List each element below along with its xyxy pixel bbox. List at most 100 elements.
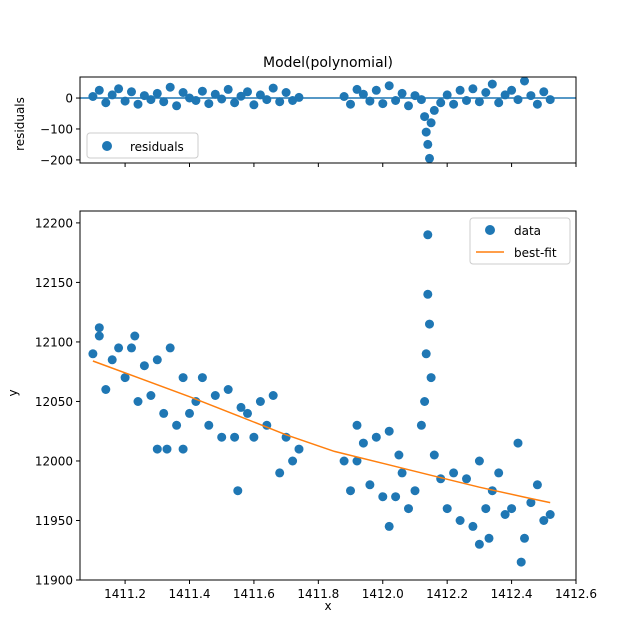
residual-point — [165, 82, 175, 92]
data-point — [423, 289, 433, 299]
residual-point — [487, 79, 497, 89]
data-point — [236, 402, 246, 412]
residual-point — [442, 90, 452, 100]
residual-point — [204, 99, 214, 109]
bottom-x-axis: 1411.2 1411.4 1411.6 1411.8 1412.0 1412.2 1412… — [104, 580, 597, 601]
data-point — [442, 504, 452, 514]
bottom-y-tick-label: 11900 — [35, 574, 73, 588]
residual-point — [249, 100, 259, 110]
bottom-x-tick-label: 1412.2 — [426, 587, 468, 601]
bottom-y-tick-label: 12150 — [35, 276, 73, 290]
data-point — [420, 397, 430, 406]
data-point — [423, 230, 433, 240]
residual-point — [358, 89, 368, 99]
data-point — [455, 516, 465, 525]
data-point — [358, 438, 368, 448]
residual-point — [429, 105, 439, 115]
best-fit-line — [92, 360, 551, 504]
residual-point — [275, 97, 285, 107]
data-point — [352, 456, 362, 466]
data-point — [94, 331, 104, 341]
top-y-axis: 0 −100 −200 — [40, 92, 80, 167]
residual-point — [172, 101, 182, 111]
data-point — [426, 373, 436, 383]
residual-point — [425, 153, 434, 163]
data-point — [243, 408, 252, 418]
data-point — [255, 397, 265, 406]
data-point — [233, 486, 243, 496]
residual-point — [268, 83, 278, 93]
bottom-x-tick-label: 1412.4 — [491, 587, 533, 601]
residual-point — [365, 96, 375, 106]
data-point — [249, 432, 259, 442]
data-point — [294, 444, 304, 454]
data-point — [532, 480, 542, 490]
residual-point — [262, 95, 272, 105]
data-point — [230, 432, 240, 442]
residual-point — [114, 84, 124, 94]
top-chart-title: Model(polynomial) — [263, 55, 393, 71]
residual-point — [230, 98, 240, 108]
bottom-y-axis-label: y — [6, 389, 20, 396]
data-point — [159, 408, 169, 418]
bottom-y-tick-label: 12100 — [35, 335, 73, 349]
residual-point — [423, 139, 433, 149]
data-point — [346, 486, 355, 496]
residual-point — [500, 90, 510, 100]
data-point — [152, 444, 162, 454]
data-point — [484, 533, 494, 543]
data-point — [107, 355, 117, 365]
residual-point — [101, 98, 111, 108]
data-point — [425, 319, 434, 329]
top-legend: residuals — [86, 132, 199, 159]
data-point — [474, 539, 484, 549]
bottom-x-tick-label: 1411.6 — [233, 587, 275, 601]
data-point — [133, 397, 143, 406]
bottom-x-tick-label: 1411.4 — [169, 587, 211, 601]
data-point — [384, 426, 394, 436]
bottom-y-tick-label: 12050 — [35, 395, 73, 409]
data-point — [101, 385, 111, 394]
data-point — [146, 391, 156, 400]
residual-point — [397, 88, 407, 98]
bottom-y-axis: 11900 11950 12000 12050 12100 12150 12200 — [35, 216, 80, 588]
data-point — [191, 397, 201, 406]
residual-point — [481, 88, 491, 97]
top-legend-box — [86, 132, 199, 159]
residual-point — [217, 94, 227, 104]
top-y-tick-label: −200 — [40, 153, 73, 167]
residual-point — [420, 112, 430, 122]
data-point — [516, 557, 526, 567]
residual-point — [133, 99, 143, 109]
data-point — [114, 343, 124, 353]
data-point — [275, 468, 285, 478]
data-point — [468, 521, 478, 531]
residual-point — [127, 87, 136, 97]
residual-point — [339, 92, 349, 101]
residual-point — [223, 84, 233, 94]
residual-point — [436, 98, 446, 108]
residual-point — [507, 85, 517, 95]
bottom-y-tick-label: 11950 — [35, 514, 73, 528]
bottom-legend: data best-fit — [469, 217, 571, 265]
data-point — [421, 349, 431, 359]
data-point — [526, 498, 536, 508]
top-y-tick-label: −100 — [40, 122, 73, 136]
data-point — [378, 492, 388, 502]
data-point — [172, 420, 182, 430]
best-fit-series — [92, 360, 551, 504]
data-point — [197, 373, 207, 383]
data-point — [474, 456, 484, 466]
data-point — [223, 385, 233, 394]
bottom-y-tick-label: 12200 — [35, 216, 73, 230]
data-point — [481, 504, 491, 514]
residual-point — [539, 87, 549, 97]
residual-point — [449, 99, 459, 109]
residual-point — [532, 99, 542, 109]
bottom-plot-frame — [79, 210, 577, 581]
data-point — [384, 521, 394, 531]
data-point — [339, 456, 349, 466]
data-point — [120, 373, 130, 383]
data-point — [539, 516, 549, 525]
data-series — [88, 230, 555, 567]
